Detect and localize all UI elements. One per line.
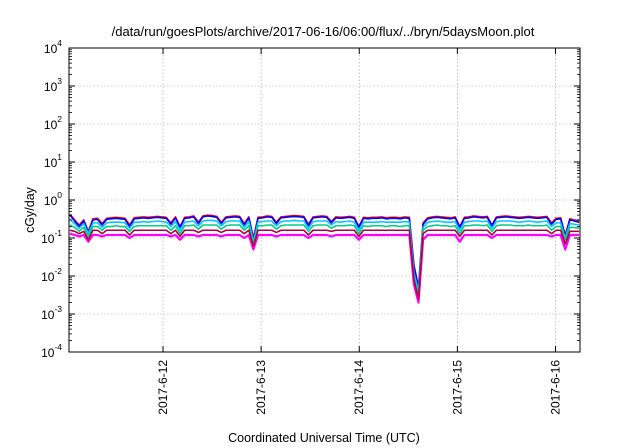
grid [69,48,580,352]
series-line [69,214,580,289]
series-group [69,213,580,304]
x-tick-label: 2017-6-14 [352,360,366,415]
x-tick-label: 2017-6-15 [450,360,464,415]
y-tick-label: 10-1 [41,228,62,246]
y-tick-label: 104 [44,38,62,56]
x-tick-label: 2017-6-16 [548,360,562,415]
y-axis-label: cGy/day [23,186,37,233]
series-line [69,224,580,297]
x-axis-label: Coordinated Universal Time (UTC) [228,431,420,445]
series-line [69,229,579,300]
y-tick-label: 103 [44,76,62,94]
series-line [69,232,579,304]
y-tick-label: 10-2 [41,266,62,284]
y-tick-label: 10-4 [41,342,62,360]
series-line [69,219,580,292]
chart-title: /data/run/goesPlots/archive/2017-06-16/0… [112,24,535,39]
y-tick-label: 101 [44,152,62,170]
x-tick-label: 2017-6-13 [254,360,268,415]
y-tick-label: 100 [44,190,62,208]
y-tick-label: 102 [44,114,62,132]
x-tick-label: 2017-6-12 [156,360,170,415]
y-tick-label: 10-3 [41,304,62,322]
